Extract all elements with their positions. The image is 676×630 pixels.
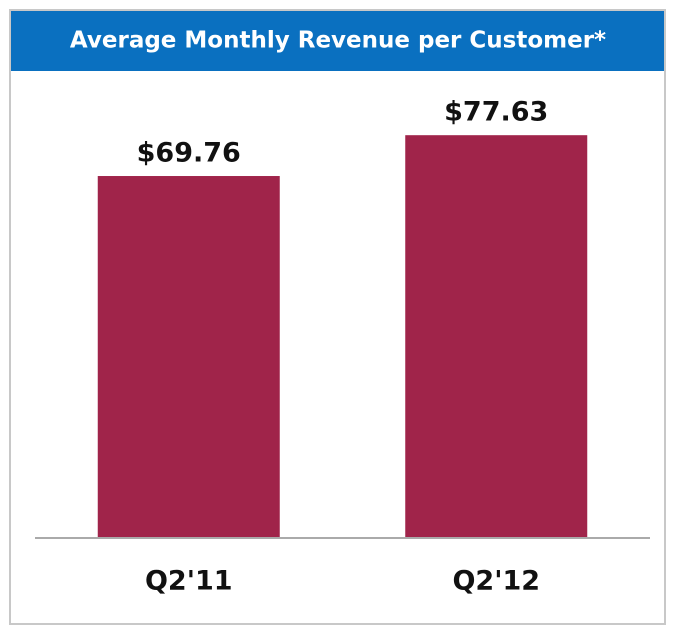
x-tick-label: Q2'12 [452,566,540,597]
bar [97,176,280,538]
bar [405,135,588,538]
value-label: $77.63 [444,97,548,128]
x-tick-label: Q2'11 [145,566,233,597]
chart-title: Average Monthly Revenue per Customer* [70,28,606,54]
value-label: $69.76 [137,138,241,169]
title-bar [11,11,664,71]
